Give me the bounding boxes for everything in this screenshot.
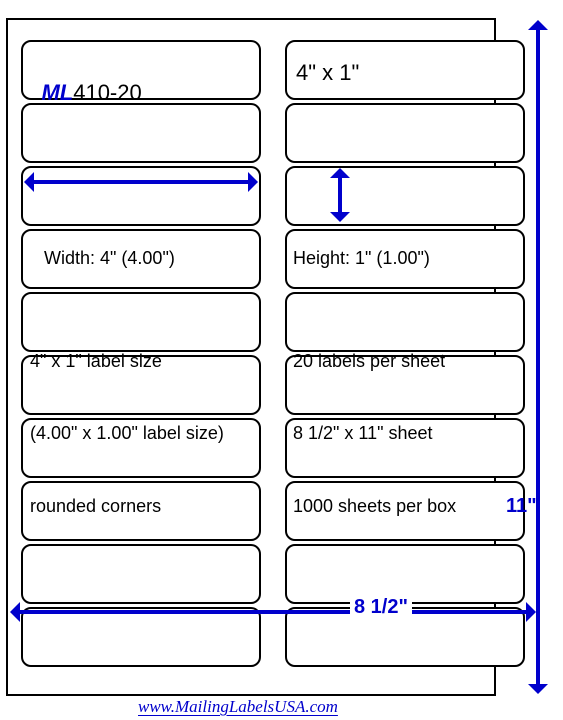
arrow-line [536, 30, 540, 684]
sheet-height-label: 11" [506, 494, 537, 518]
product-code: ML410-20 [32, 60, 142, 107]
right-info: 20 labels per sheet 8 1/2" x 11" sheet 1… [293, 300, 456, 543]
arrow-head [528, 684, 548, 694]
sheet-width-label: 8 1/2" [350, 595, 412, 619]
left-info-line: (4.00" x 1.00" label size) [30, 421, 224, 445]
width-annotation: Width: 4" (4.00") [44, 248, 175, 270]
arrow-line [20, 610, 526, 614]
left-info-line: rounded corners [30, 494, 224, 518]
product-prefix: ML [41, 80, 73, 105]
height-annotation: Height: 1" (1.00") [293, 248, 430, 270]
right-info-line: 1000 sheets per box [293, 494, 456, 518]
label-cell [21, 103, 261, 163]
label-cell [21, 544, 261, 604]
label-cell [285, 166, 525, 226]
footer-url: www.MailingLabelsUSA.com [138, 697, 338, 717]
arrow-head [248, 172, 258, 192]
label-cell [21, 607, 261, 667]
arrow-line [338, 178, 342, 212]
right-info-line: 8 1/2" x 11" sheet [293, 421, 456, 445]
arrow-head [330, 212, 350, 222]
arrow-head [526, 602, 536, 622]
arrow-line [34, 180, 248, 184]
arrow-head [528, 20, 548, 30]
arrow-head [330, 168, 350, 178]
left-info-line: 4" x 1" label size [30, 349, 224, 373]
label-cell [285, 103, 525, 163]
arrow-head [10, 602, 20, 622]
right-info-line: 20 labels per sheet [293, 349, 456, 373]
arrow-head [24, 172, 34, 192]
product-num: 410-20 [73, 80, 142, 105]
label-cell [21, 166, 261, 226]
left-info: 4" x 1" label size (4.00" x 1.00" label … [30, 300, 224, 543]
dimension-label: 4" x 1" [296, 60, 359, 86]
